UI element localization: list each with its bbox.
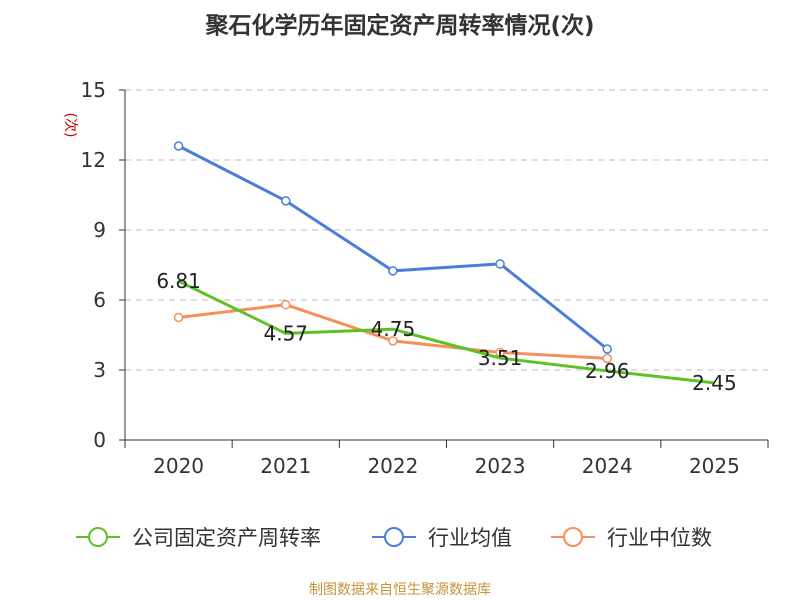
legend-label: 行业中位数 [607, 526, 712, 550]
y-tick-label: 0 [93, 428, 106, 452]
axes: 0 3 6 9 12 15 2020 2021 2022 2023 2024 2025 [81, 78, 769, 478]
data-labels: 6.81 4.57 4.75 3.51 2.96 2.45 [156, 269, 736, 395]
data-point [281, 196, 291, 206]
legend-marker [563, 527, 583, 547]
data-point [495, 259, 505, 269]
data-point [173, 141, 184, 151]
data-label: 4.75 [371, 317, 416, 341]
series-layer [173, 141, 715, 385]
data-point [173, 312, 184, 323]
data-point [602, 353, 612, 364]
y-axis-label: (次) [62, 113, 78, 138]
data-label: 2.96 [585, 359, 630, 383]
chart-title: 聚石化学历年固定资产周转率情况(次) [205, 13, 595, 39]
data-point [388, 266, 398, 276]
data-point [602, 344, 612, 354]
gridlines [125, 89, 768, 371]
x-tick-label: 2021 [260, 454, 311, 478]
data-label: 3.51 [478, 346, 523, 370]
legend-label: 公司固定资产周转率 [132, 526, 321, 550]
x-tick-label: 2022 [367, 454, 418, 478]
data-point [495, 347, 505, 358]
x-tick-label: 2025 [689, 454, 740, 478]
legend-label: 行业均值 [428, 526, 512, 550]
data-label: 6.81 [156, 269, 201, 293]
data-label: 2.45 [692, 371, 737, 395]
legend-marker [88, 527, 108, 547]
y-tick-label: 9 [93, 218, 106, 242]
legend-marker [384, 527, 404, 547]
series-line-0 [177, 279, 715, 385]
y-tick-label: 3 [93, 358, 106, 382]
y-tick-label: 12 [81, 148, 106, 172]
legend: 公司固定资产周转率 行业均值 行业中位数 [76, 526, 712, 550]
x-tick-label: 2020 [153, 454, 204, 478]
x-tick-label: 2024 [582, 454, 633, 478]
data-label: 4.57 [263, 321, 308, 345]
source-note: 制图数据来自恒生聚源数据库 [309, 582, 491, 598]
y-tick-label: 15 [81, 78, 106, 102]
x-tick-label: 2023 [475, 454, 526, 478]
data-point [388, 336, 398, 346]
data-point [281, 299, 291, 310]
y-tick-label: 6 [93, 288, 106, 312]
